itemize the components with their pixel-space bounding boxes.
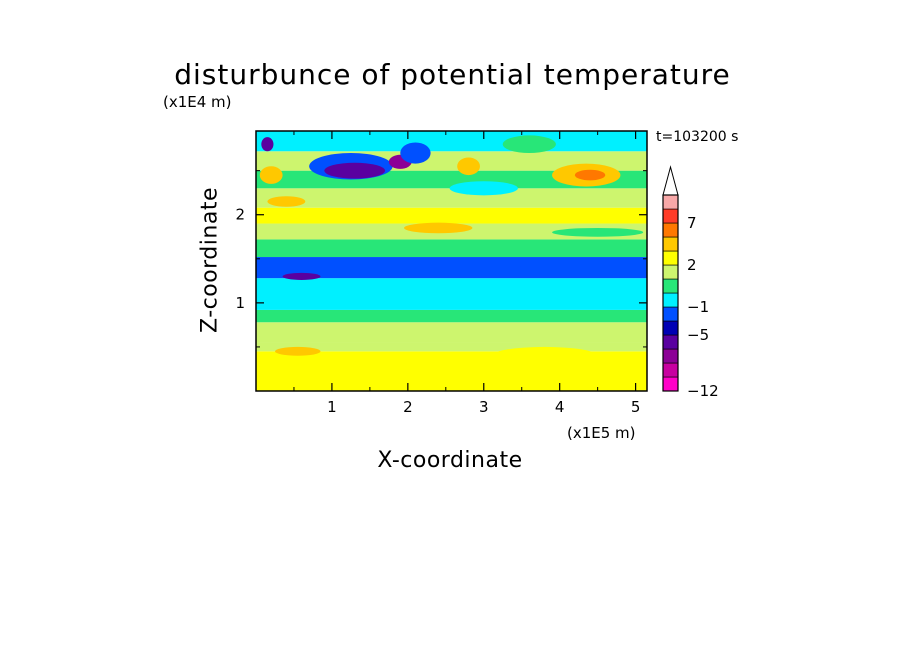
contour-cell xyxy=(400,261,522,274)
contour-cell xyxy=(324,162,386,179)
contour-band xyxy=(256,239,647,258)
contour-cell xyxy=(574,169,606,181)
x-tick-label: 5 xyxy=(631,398,641,416)
contour-cell xyxy=(449,181,518,196)
colorbar-segment xyxy=(662,208,679,224)
colorbar-label: 7 xyxy=(687,214,697,232)
x-tick-label: 4 xyxy=(555,398,565,416)
colorbar-label: −5 xyxy=(687,326,709,344)
y-axis-unit: (x1E4 m) xyxy=(163,93,232,111)
plot-frame xyxy=(255,130,648,392)
time-label: t=103200 s xyxy=(656,129,739,145)
contour-band xyxy=(256,188,647,208)
x-axis-unit: (x1E5 m) xyxy=(567,424,636,442)
colorbar-segment xyxy=(662,376,679,392)
x-tick-label: 1 xyxy=(327,398,337,416)
contour-band xyxy=(256,131,647,152)
contour-cell xyxy=(261,137,274,152)
colorbar-segment xyxy=(662,278,679,294)
colorbar-segment xyxy=(662,264,679,280)
colorbar-segment xyxy=(662,334,679,350)
contour-cell xyxy=(267,196,306,207)
colorbar-label: 2 xyxy=(687,256,697,274)
x-tick-label: 2 xyxy=(403,398,413,416)
colorbar-segment xyxy=(662,194,679,210)
y-tick-label: 2 xyxy=(235,206,245,224)
contour-cell xyxy=(259,166,283,184)
x-axis-label: X-coordinate xyxy=(377,448,523,473)
colorbar-segment xyxy=(662,292,679,308)
contour-cell xyxy=(400,142,431,164)
colorbar-segment xyxy=(662,362,679,378)
contour-band xyxy=(256,342,647,352)
colorbar-segment xyxy=(662,236,679,252)
contour-cell xyxy=(282,272,321,280)
contour-cell xyxy=(552,227,644,237)
colorbar-extend-arrow xyxy=(662,165,679,196)
contour-cell xyxy=(502,135,556,154)
colorbar-label: −12 xyxy=(687,382,719,400)
contour-cell xyxy=(457,157,480,176)
contour-cell xyxy=(377,287,545,310)
contour-cell xyxy=(491,346,598,365)
chart-title: disturbunce of potential temperature xyxy=(174,58,731,91)
colorbar-segment xyxy=(662,320,679,336)
contour-cell xyxy=(404,222,473,234)
x-tick-label: 3 xyxy=(479,398,489,416)
y-tick-label: 1 xyxy=(235,294,245,312)
colorbar-segment xyxy=(662,306,679,322)
colorbar-segment xyxy=(662,222,679,238)
colorbar-label: −1 xyxy=(687,298,709,316)
contour-field xyxy=(256,131,647,391)
contour-cell xyxy=(347,357,439,372)
contour-band xyxy=(256,207,647,224)
colorbar-segment xyxy=(662,250,679,266)
colorbar-segment xyxy=(662,348,679,364)
contour-cell xyxy=(274,346,321,356)
contour-band xyxy=(256,322,647,343)
colorbar-frame xyxy=(662,194,679,392)
contour-cell xyxy=(609,131,647,151)
contour-band xyxy=(256,309,647,323)
